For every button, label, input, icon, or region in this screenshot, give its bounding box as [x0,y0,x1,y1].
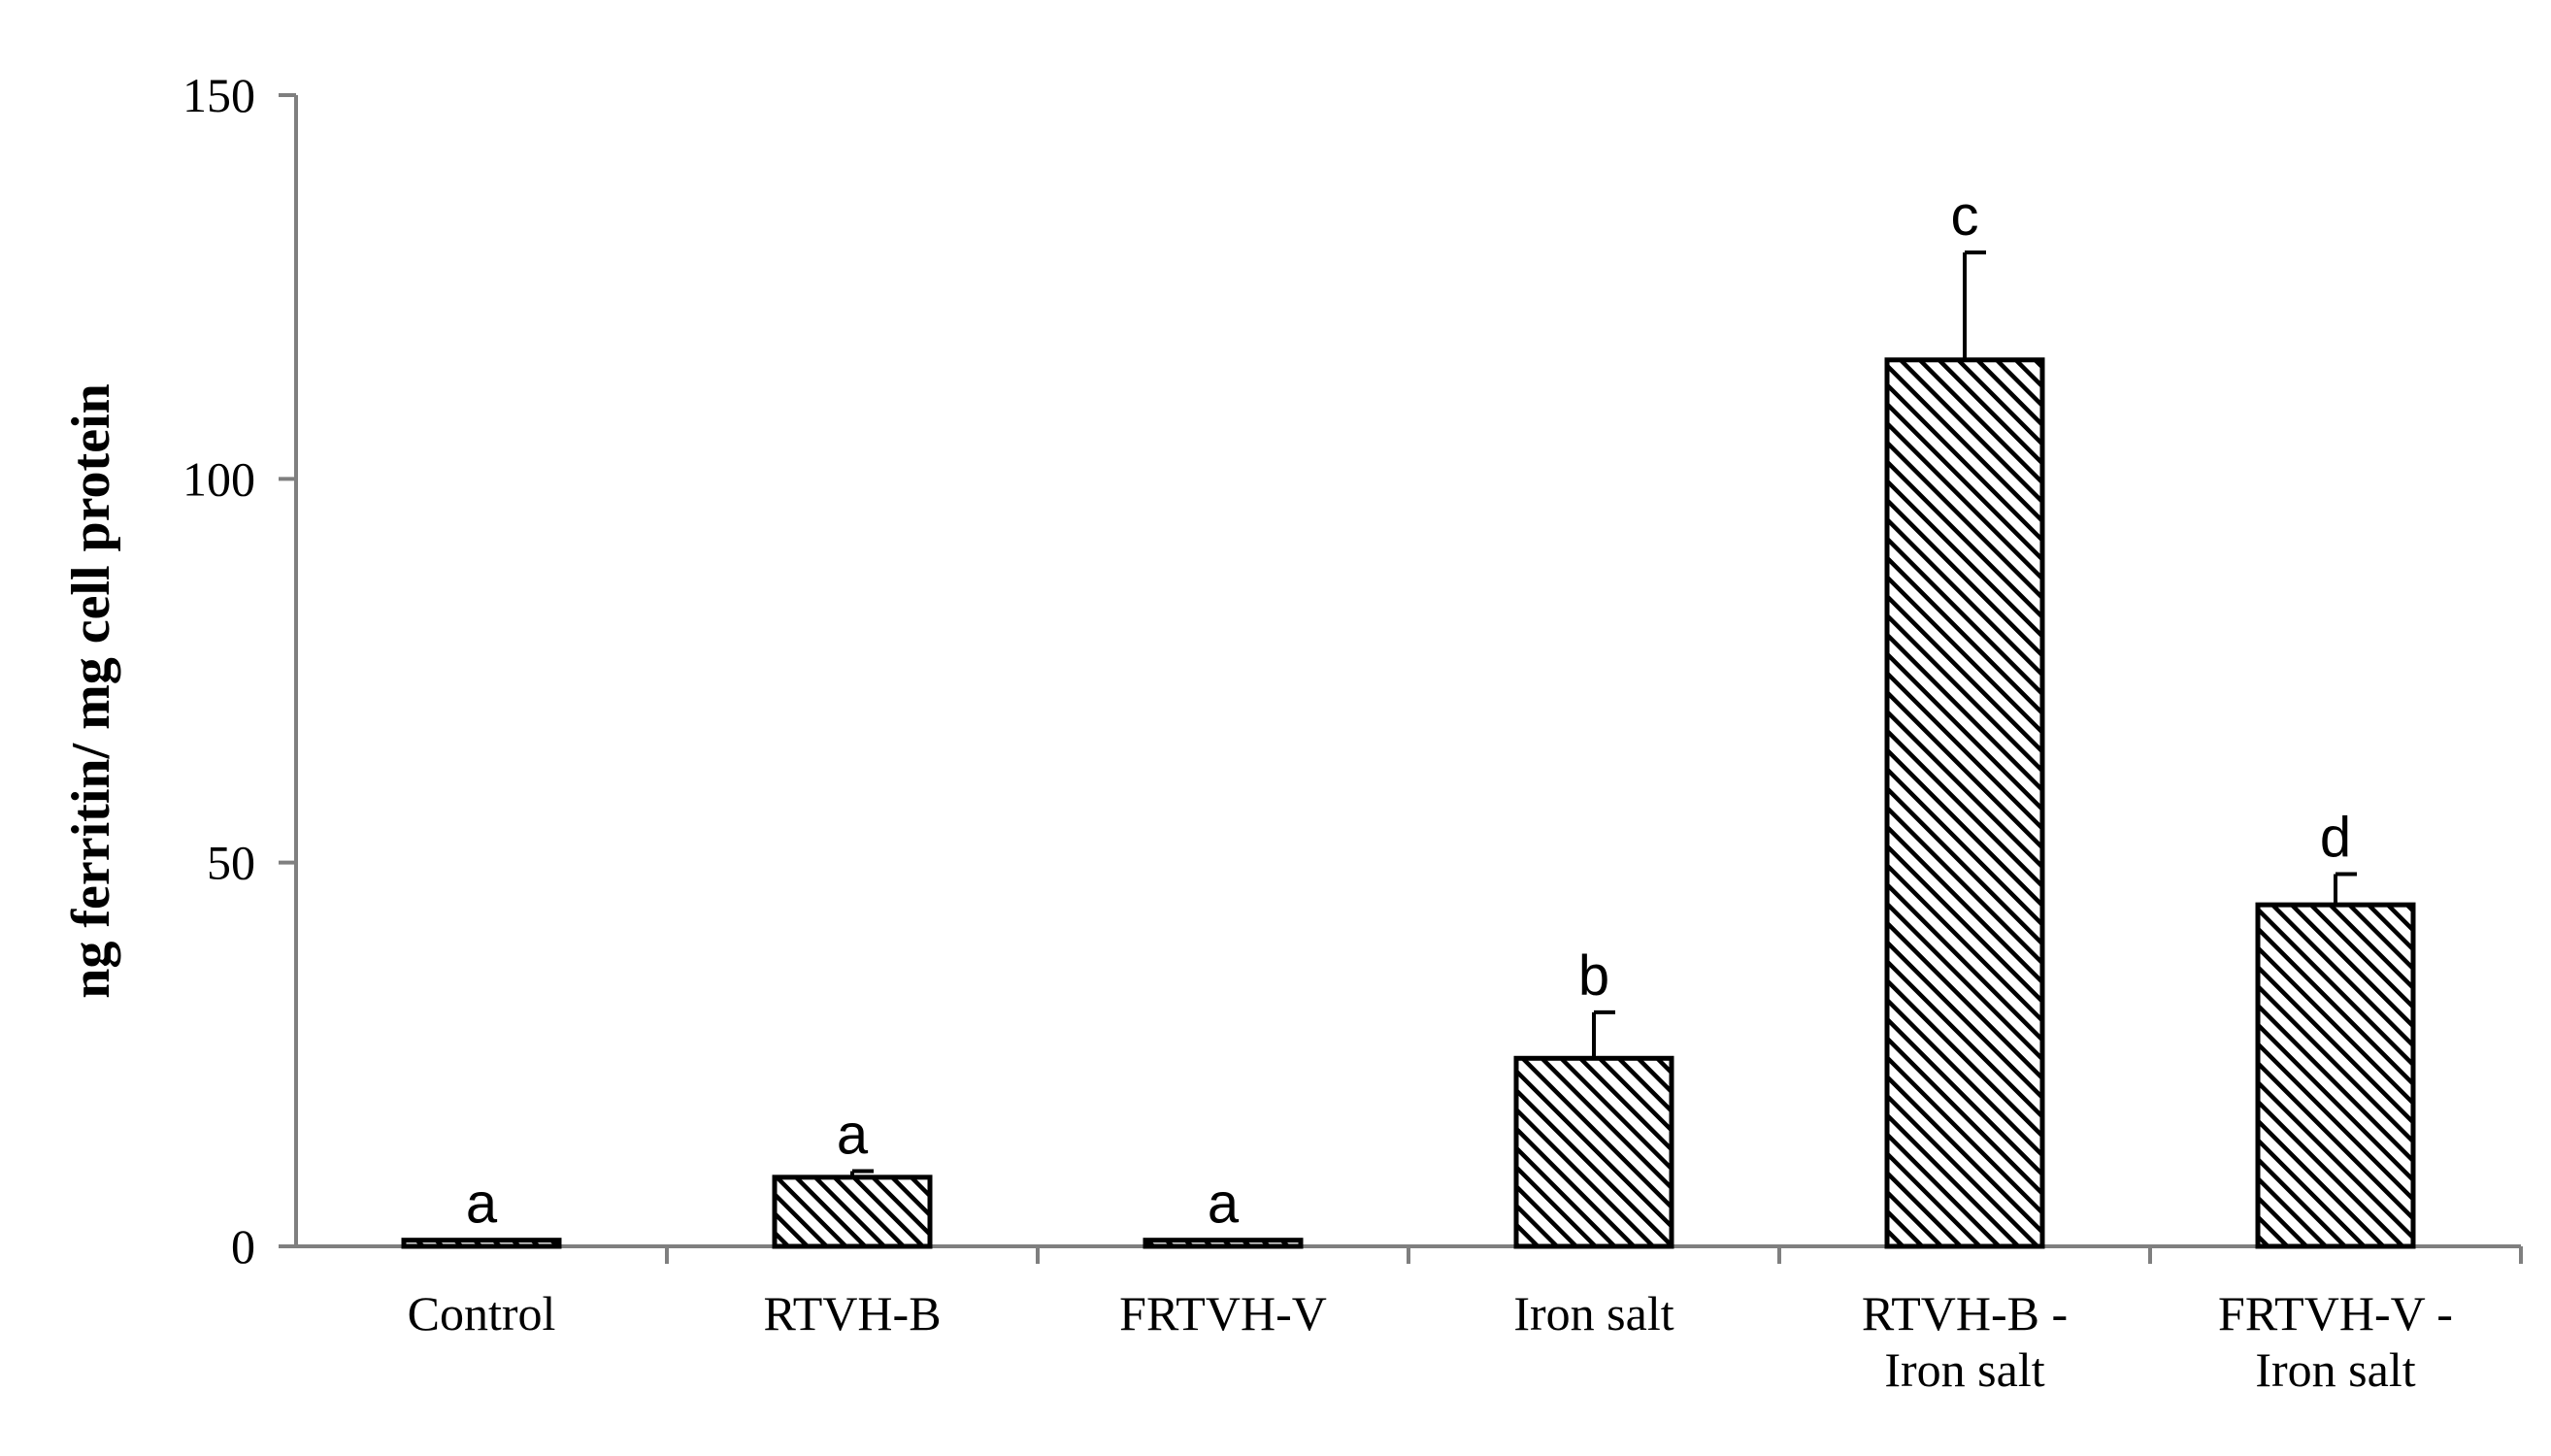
x-category-label: RTVH-B -Iron salt [1862,1286,2068,1397]
significance-label: d [2320,807,2351,870]
x-category-label-line: RTVH-B [763,1286,941,1340]
significance-label: c [1951,184,1979,248]
significance-label: a [1208,1173,1240,1236]
y-tick-label: 100 [182,451,255,506]
bar [1143,1238,1304,1249]
x-category-label: RTVH-B [763,1286,941,1340]
y-tick-label: 0 [231,1219,255,1274]
x-axis-ticks [665,1246,2523,1264]
x-category-label-line: FRTVH-V [1119,1286,1327,1340]
bar [772,1175,933,1249]
significance-labels: a a a b c d [466,184,2351,1236]
bar [401,1238,562,1249]
x-category-label: Control [408,1286,556,1340]
category-labels: Control RTVH-B FRTVH-V Iron salt RTVH-B -Iro… [408,1286,2453,1397]
x-category-label-line: FRTVH-V - [2218,1286,2453,1340]
x-category-label-line: Iron salt [1513,1286,1673,1340]
x-category-label: Iron salt [1513,1286,1673,1340]
bar [1513,1055,1674,1249]
x-category-label-line: Control [408,1286,556,1340]
x-category-label-line: RTVH-B - [1862,1286,2068,1340]
y-axis-title: ng ferritin/ mg cell protein [61,383,121,999]
x-category-label-line: Iron salt [1884,1342,2044,1397]
bars [401,357,2416,1249]
y-tick-label: 150 [182,68,255,122]
x-category-label-line: Iron salt [2255,1342,2415,1397]
x-category-label: FRTVH-V [1119,1286,1327,1340]
error-bars [850,250,2357,1177]
significance-label: a [837,1104,869,1167]
x-category-label: FRTVH-V -Iron salt [2218,1286,2453,1397]
bar [1884,357,2045,1249]
significance-label: a [466,1173,498,1236]
y-axis-ticks: 0 50 100 150 [182,68,296,1274]
bar [2255,902,2416,1249]
y-tick-label: 50 [207,836,255,890]
significance-label: b [1578,944,1609,1008]
